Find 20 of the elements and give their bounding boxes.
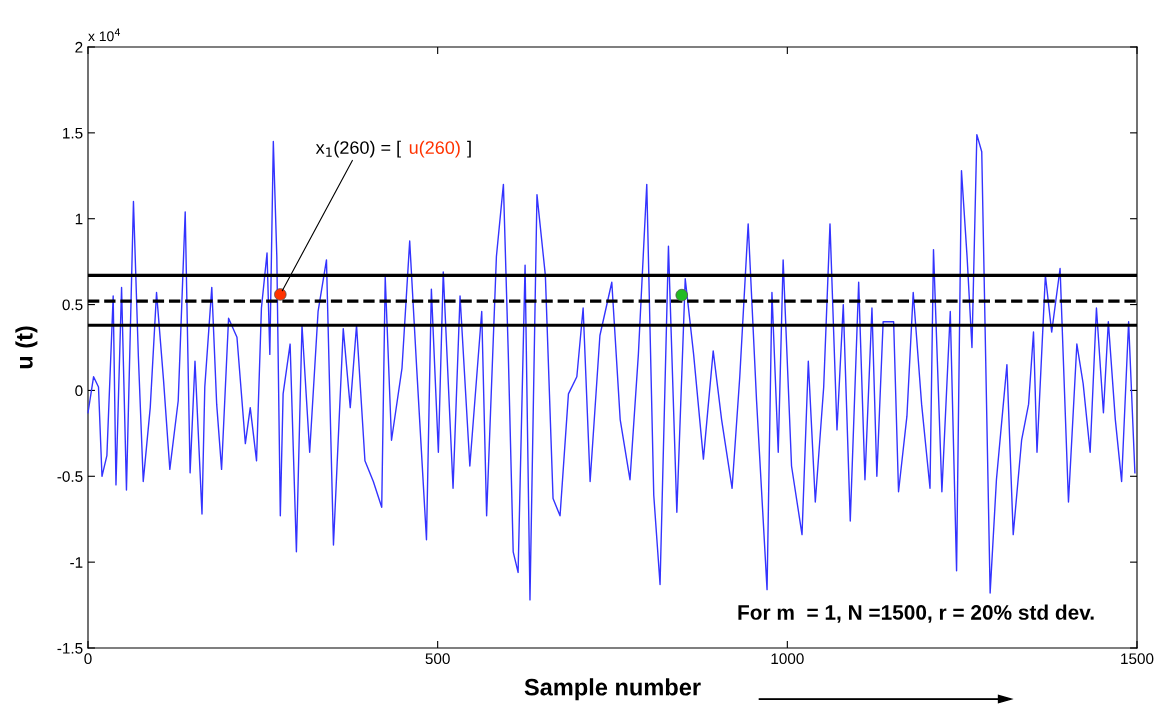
x-tick-label: 1000	[771, 653, 804, 665]
x-tick-label: 0	[84, 653, 92, 665]
y-tick-label: 1.5	[63, 127, 83, 139]
y-tick-label: 2	[75, 41, 83, 53]
y-tick-label: -1	[70, 557, 83, 568]
x-tick-label: 500	[425, 653, 450, 665]
y-tick-label: 1	[75, 213, 83, 225]
y-tick-label: 0	[75, 385, 83, 397]
annotation: ]	[467, 140, 471, 158]
annotation: u(260)	[409, 140, 460, 158]
x-tick-label: 1500	[1121, 653, 1154, 665]
line-series	[87, 133, 1136, 601]
y-tick-label: 0.5	[62, 299, 83, 311]
y-tick-label: -1.5	[57, 643, 83, 654]
y-tick-label: -0.5	[57, 471, 83, 482]
annotation: x$_{1}$(260) = [	[315, 140, 401, 158]
annotation: For m = 1, N =1500, r = 20% std dev.	[738, 604, 1094, 623]
x-axis-title: Sample number	[524, 678, 701, 701]
y-axis-title: u (t)	[15, 326, 38, 369]
text: x 10$^{4}$	[88, 28, 121, 42]
